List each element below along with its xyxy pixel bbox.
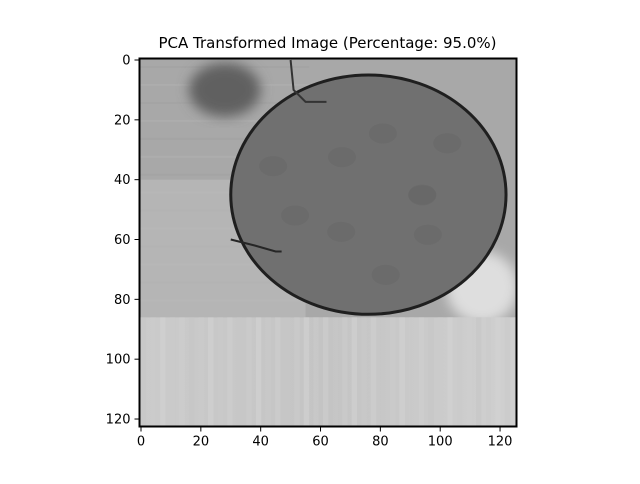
image-streak xyxy=(466,317,472,427)
image-texture xyxy=(327,221,356,242)
image-streak xyxy=(332,317,338,427)
image-streak xyxy=(246,317,252,427)
image-streak xyxy=(150,317,156,427)
image-texture xyxy=(327,147,356,168)
plot-frame xyxy=(138,57,518,428)
image-streak xyxy=(495,317,501,427)
image-streak xyxy=(284,317,291,427)
y-tick-label: 20 xyxy=(114,113,131,128)
image-round-object xyxy=(229,73,508,316)
image-streak xyxy=(294,317,300,427)
image-streak xyxy=(514,317,517,427)
chart-title: PCA Transformed Image (Percentage: 95.0%… xyxy=(159,34,497,52)
x-tick-label: 0 xyxy=(137,435,145,450)
image-streak xyxy=(476,317,482,427)
image-texture xyxy=(281,205,310,226)
image-band xyxy=(139,119,310,122)
image-band xyxy=(139,155,310,158)
image-streak xyxy=(160,317,166,427)
image-streak xyxy=(418,317,425,427)
image-streak xyxy=(399,317,405,427)
x-tick-label: 100 xyxy=(428,435,453,450)
image-texture xyxy=(408,185,437,206)
image-streak xyxy=(140,317,147,427)
image-texture xyxy=(413,224,442,245)
image-streak xyxy=(179,317,185,427)
x-tick-label: 80 xyxy=(372,435,389,450)
image-plot xyxy=(139,58,517,427)
image-streak xyxy=(456,317,463,427)
image-streak xyxy=(208,317,214,427)
image-texture xyxy=(368,123,397,144)
y-axis: 0 20 40 60 80 100 120 xyxy=(106,53,140,428)
image-streak xyxy=(389,317,396,427)
image-streak xyxy=(169,317,176,427)
y-tick-label: 80 xyxy=(114,293,131,308)
image-band xyxy=(139,137,310,140)
image-streak xyxy=(236,317,243,427)
y-tick-label: 60 xyxy=(114,233,131,248)
x-tick-label: 20 xyxy=(193,435,210,450)
image-dark-blob xyxy=(188,62,261,117)
image-streak xyxy=(265,317,271,427)
image-edge-line xyxy=(289,59,327,103)
image-streak xyxy=(275,317,281,427)
image-streak xyxy=(409,317,415,427)
y-tick-label: 0 xyxy=(122,53,130,68)
x-tick-label: 40 xyxy=(252,435,269,450)
image-streak xyxy=(313,317,319,427)
image-streak xyxy=(447,317,453,427)
image-streak xyxy=(255,317,262,427)
y-tick-label: 120 xyxy=(106,413,131,428)
y-tick-label: 40 xyxy=(114,173,131,188)
x-tick-label: 60 xyxy=(312,435,329,450)
image-edge-line xyxy=(230,238,282,253)
image-streak xyxy=(217,317,223,427)
image-streak xyxy=(437,317,444,427)
image-texture xyxy=(259,156,288,177)
image-streak xyxy=(227,317,233,427)
x-tick-label: 120 xyxy=(488,435,513,450)
y-tick-label: 100 xyxy=(106,353,131,368)
image-streak xyxy=(380,317,386,427)
image-streak xyxy=(361,317,367,427)
image-streak xyxy=(370,317,377,427)
image-streak xyxy=(351,317,358,427)
image-streak xyxy=(342,317,348,427)
image-streak xyxy=(428,317,434,427)
image-streak xyxy=(303,317,310,427)
x-axis: 0 20 40 60 80 100 120 xyxy=(137,426,513,450)
image-streak xyxy=(322,317,329,427)
image-streak xyxy=(504,317,511,427)
image-texture xyxy=(371,264,400,285)
image-streak xyxy=(188,317,195,427)
image-band xyxy=(139,173,310,176)
image-streak xyxy=(198,317,204,427)
image-texture xyxy=(433,133,462,154)
image-streak xyxy=(485,317,492,427)
